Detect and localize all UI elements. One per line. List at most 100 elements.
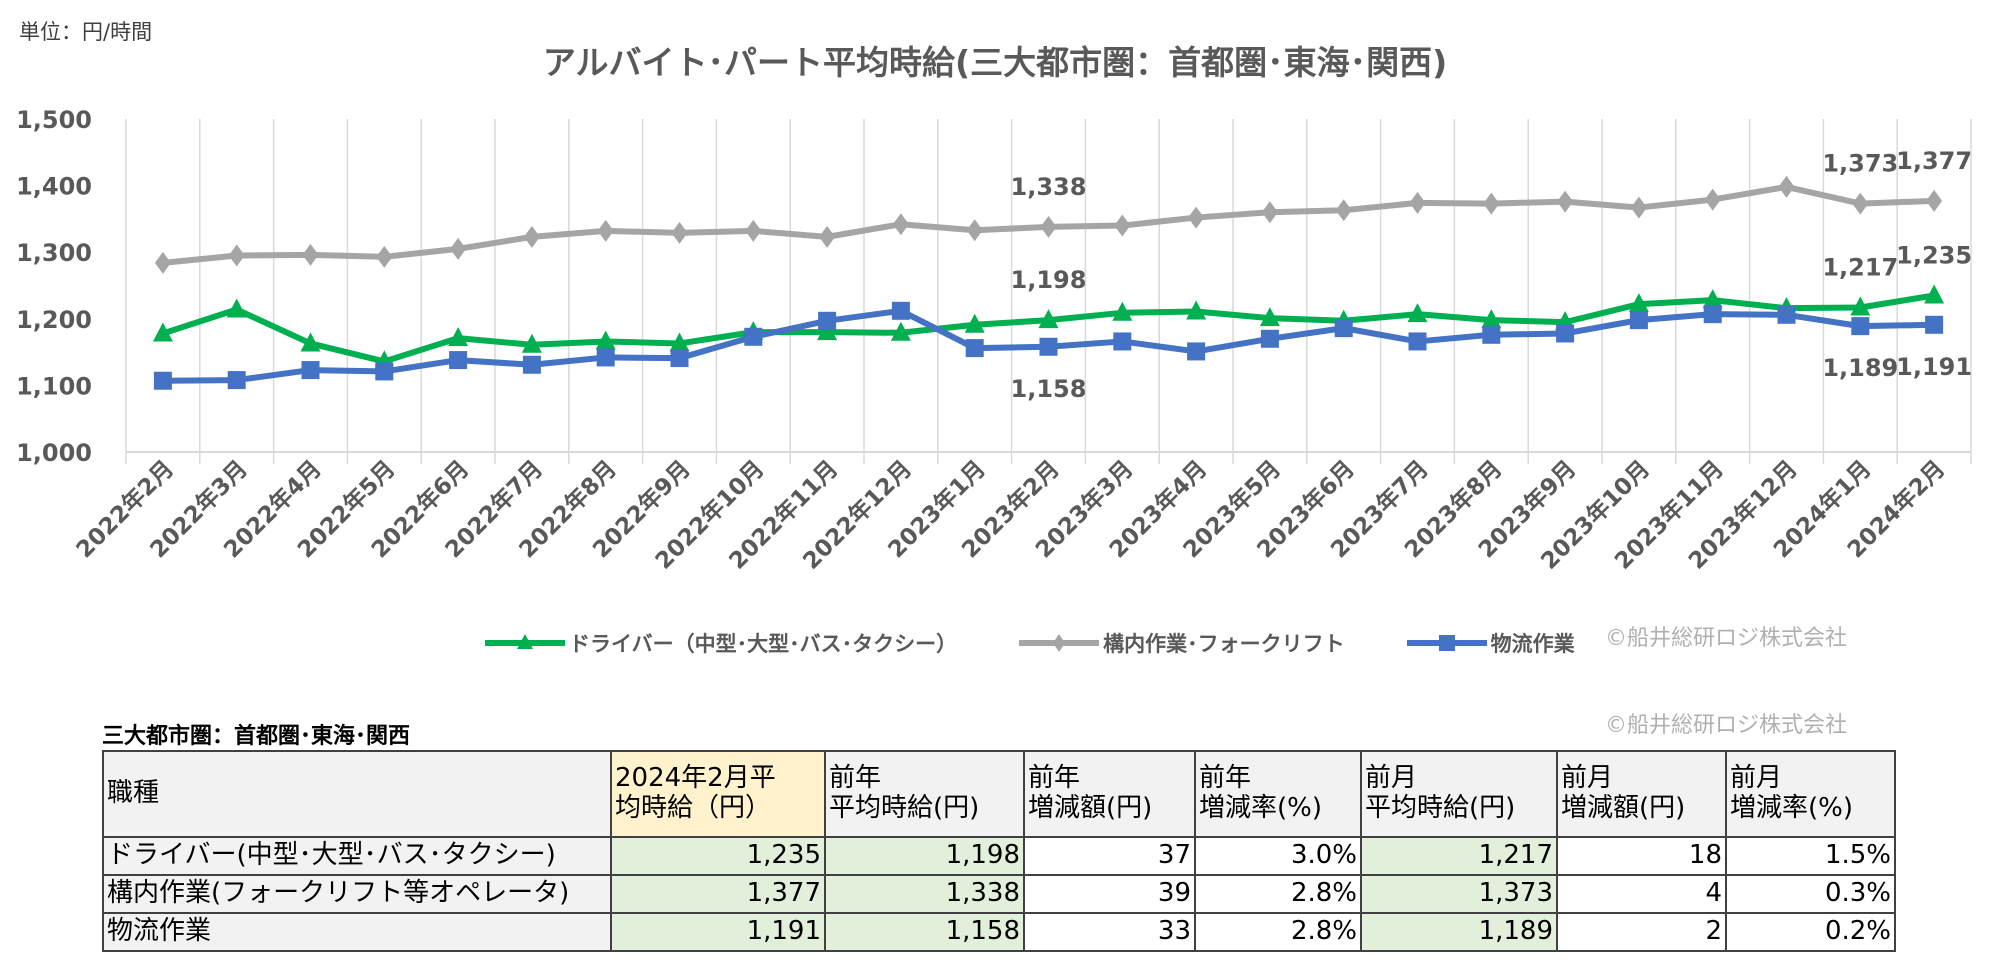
- legend-item-logistics: 物流作業: [1406, 628, 1575, 658]
- data-point-square: [1113, 332, 1132, 351]
- data-point-triangle: [152, 322, 173, 342]
- header-line: 前年: [1199, 763, 1252, 794]
- header-line: 前年: [829, 763, 882, 794]
- table-row: ドライバー(中型･大型･バス･タクシー) 1,235 1,198 37 3.0% 1,21…: [102, 836, 1896, 876]
- header-line: 増減率(%): [1199, 793, 1322, 823]
- data-point-triangle: [1850, 296, 1871, 316]
- data-point-square: [1629, 311, 1648, 330]
- data-point-square: [227, 371, 246, 390]
- data-point-square: [1925, 315, 1944, 334]
- data-point-square: [596, 348, 615, 367]
- value-cell: 2.8%: [1194, 874, 1362, 914]
- unit-label: 単位：円/時間: [19, 20, 153, 44]
- data-point-diamond: [671, 221, 688, 244]
- header-line: 前年: [1028, 763, 1081, 794]
- header-line: 前月: [1365, 763, 1418, 794]
- data-point-triangle: [1481, 309, 1502, 329]
- data-point-diamond: [523, 225, 540, 248]
- value-cell: 0.3%: [1725, 874, 1896, 914]
- y-tick-label: 1,000: [16, 439, 92, 467]
- data-label: 1,373: [1822, 150, 1898, 178]
- data-point-diamond: [1704, 188, 1721, 211]
- header-line: 増減額(円): [1028, 793, 1153, 823]
- summary-table: 職種 2024年2月平 均時給（円） 前年 平均時給(円) 前年 増減額(円) 前年 増減率(%…: [102, 750, 1896, 952]
- column-header: 前年 増減額(円): [1023, 750, 1196, 838]
- value-cell: 3.0%: [1194, 836, 1362, 876]
- header-line: 増減額(円): [1561, 793, 1686, 823]
- header-row: 職種 2024年2月平 均時給（円） 前年 平均時給(円) 前年 増減額(円) 前年 増減率(%…: [102, 750, 1896, 838]
- value-cell: 18: [1556, 836, 1727, 876]
- legend: ドライバー（中型･大型･バス･タクシー） 構内作業･フォークリフト 物流作業: [485, 628, 1637, 658]
- value-cell: 37: [1023, 836, 1196, 876]
- legend-label: ドライバー（中型･大型･バス･タクシー）: [569, 632, 958, 656]
- job-type-cell: ドライバー(中型･大型･バス･タクシー): [102, 836, 612, 876]
- value-cell: 1,191: [610, 912, 826, 952]
- value-cell: 1,189: [1360, 912, 1558, 952]
- data-point-square: [522, 355, 541, 374]
- copyright-table: ©船井総研ロジ株式会社: [1605, 713, 1848, 738]
- data-point-triangle: [595, 330, 616, 350]
- job-type-cell: 構内作業(フォークリフト等オペレータ): [102, 874, 612, 914]
- data-point-diamond: [302, 243, 319, 266]
- value-cell: 4: [1556, 874, 1727, 914]
- value-cell: 1.5%: [1725, 836, 1896, 876]
- data-point-triangle: [1924, 284, 1945, 304]
- data-point-triangle: [226, 298, 247, 318]
- value-cell: 1,158: [824, 912, 1025, 952]
- data-point-diamond: [597, 219, 614, 242]
- data-point-diamond: [1926, 189, 1943, 212]
- data-point-diamond: [1335, 199, 1352, 222]
- header-line: 前月: [1561, 763, 1614, 794]
- copyright-chart: ©船井総研ロジ株式会社: [1605, 626, 1848, 651]
- data-point-square: [1482, 325, 1501, 344]
- data-point-triangle: [1259, 307, 1280, 327]
- data-label: 1,217: [1822, 253, 1898, 281]
- data-point-triangle: [1038, 309, 1059, 329]
- data-point-square: [891, 301, 910, 320]
- data-point-diamond: [450, 237, 467, 260]
- legend-item-forklift: 構内作業･フォークリフト: [1019, 628, 1345, 658]
- data-point-diamond: [1778, 175, 1795, 198]
- triangle-marker-icon: [485, 634, 565, 649]
- data-point-square: [449, 351, 468, 370]
- value-cell: 2.8%: [1194, 912, 1362, 952]
- header-line: 平均時給(円): [1365, 793, 1516, 823]
- column-header: 前月 増減率(%): [1725, 750, 1896, 838]
- square-marker-icon: [1406, 635, 1487, 651]
- data-label: 1,189: [1822, 354, 1898, 382]
- data-point-triangle: [964, 313, 985, 333]
- value-cell: 1,338: [824, 874, 1025, 914]
- data-point-diamond: [1483, 192, 1500, 215]
- data-point-square: [1260, 329, 1279, 348]
- value-cell: 39: [1023, 874, 1196, 914]
- column-header: 2024年2月平 均時給（円）: [610, 750, 826, 838]
- data-point-diamond: [376, 245, 393, 268]
- data-point-square: [1408, 332, 1427, 351]
- data-point-square: [375, 362, 394, 381]
- value-cell: 1,198: [824, 836, 1025, 876]
- value-cell: 1,217: [1360, 836, 1558, 876]
- data-point-triangle: [1186, 300, 1207, 320]
- data-point-triangle: [1407, 303, 1428, 323]
- data-point-square: [965, 339, 984, 358]
- data-point-triangle: [1628, 293, 1649, 313]
- data-point-diamond: [1114, 214, 1131, 237]
- data-point-triangle: [448, 327, 469, 347]
- column-header: 前年 平均時給(円): [824, 750, 1025, 838]
- data-point-diamond: [1630, 196, 1647, 219]
- value-cell: 2: [1556, 912, 1727, 952]
- value-cell: 1,373: [1360, 874, 1558, 914]
- value-cell: 0.2%: [1725, 912, 1896, 952]
- column-header: 前月 平均時給(円): [1360, 750, 1558, 838]
- data-point-square: [1334, 319, 1353, 338]
- chart-title: アルバイト･パート平均時給(三大都市圏：首都圏･東海･関西): [542, 43, 1448, 82]
- legend-label: 構内作業･フォークリフト: [1103, 632, 1345, 656]
- legend-item-driver: ドライバー（中型･大型･バス･タクシー）: [485, 628, 957, 658]
- data-point-diamond: [1040, 215, 1057, 238]
- y-tick-label: 1,300: [16, 239, 92, 267]
- data-point-diamond: [745, 219, 762, 242]
- value-cell: 1,235: [610, 836, 826, 876]
- data-label: 1,377: [1896, 147, 1972, 175]
- data-point-diamond: [1409, 191, 1426, 214]
- data-point-diamond: [1557, 190, 1574, 213]
